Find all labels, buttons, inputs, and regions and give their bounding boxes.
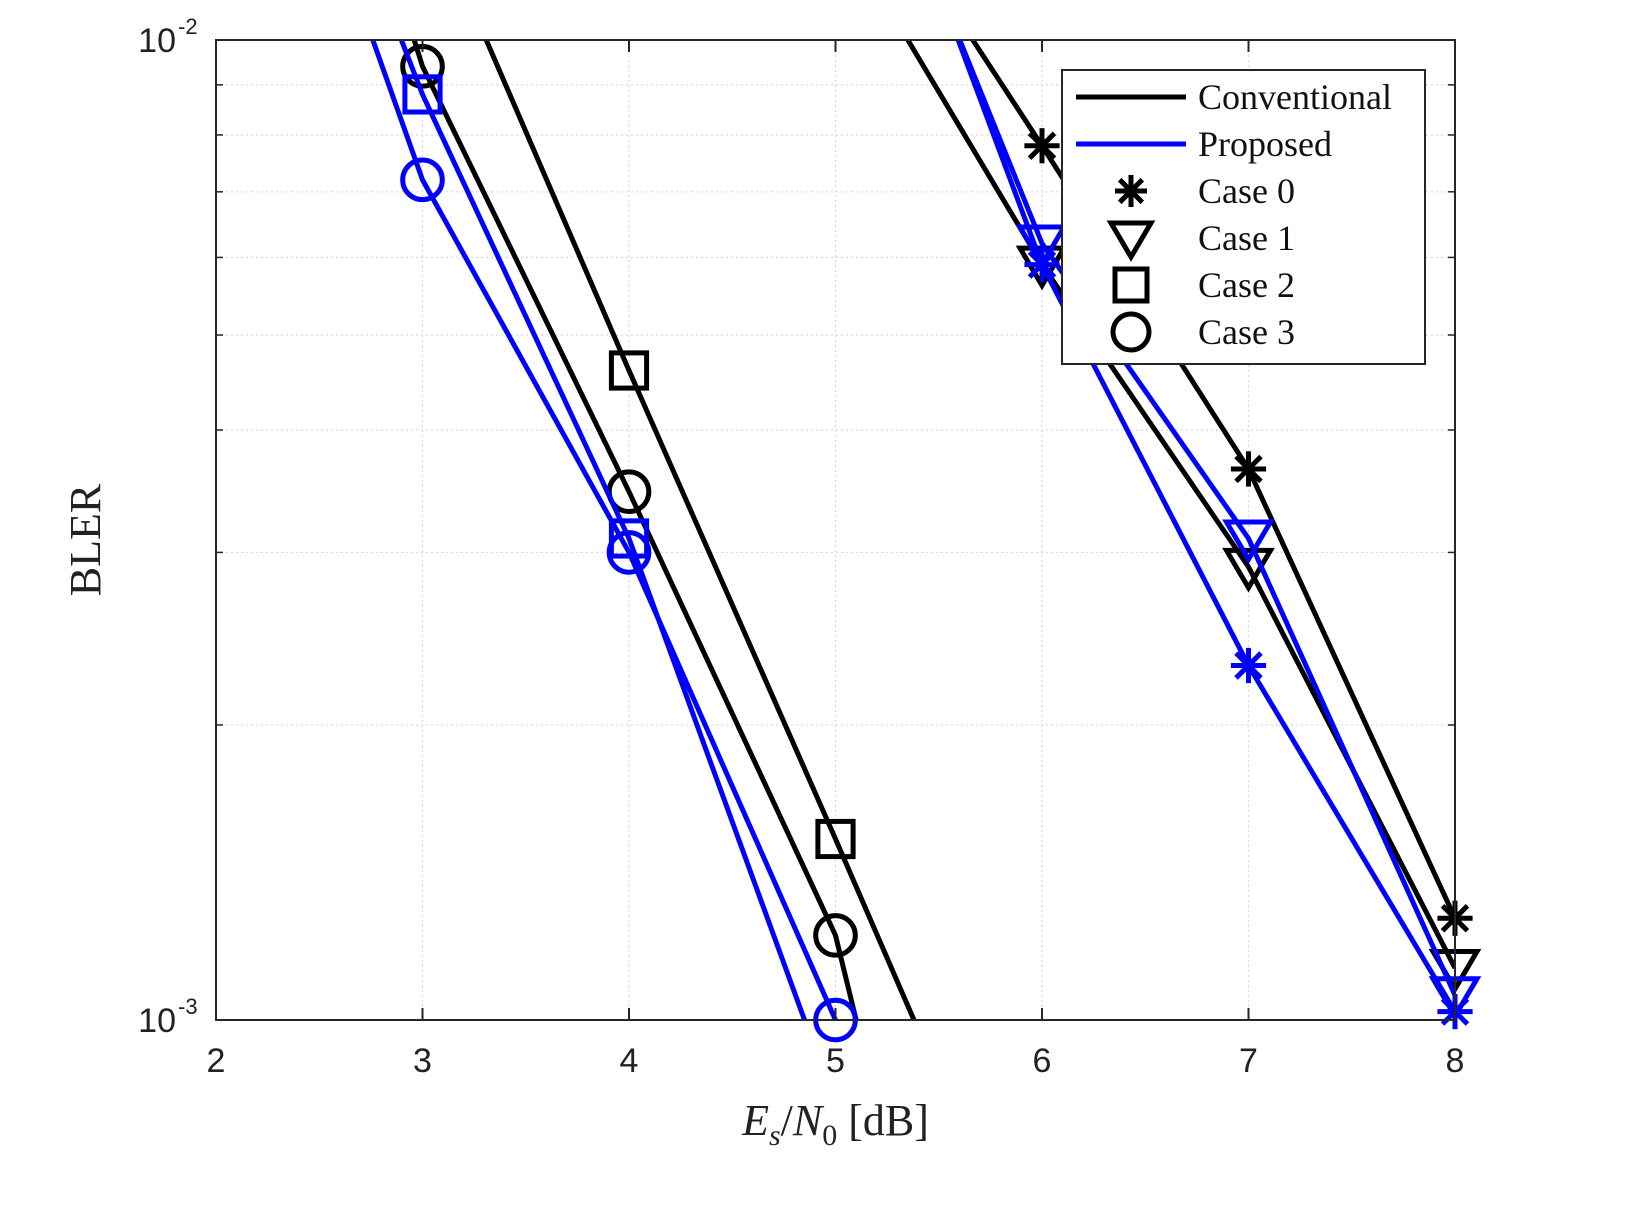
legend-item-case-0: Case 0 bbox=[1115, 171, 1295, 211]
series-marker bbox=[608, 350, 650, 391]
asterisk-stroke bbox=[1234, 651, 1263, 680]
x-title-unit: [dB] bbox=[837, 1096, 929, 1145]
series-marker bbox=[1230, 647, 1267, 684]
series-marker bbox=[402, 74, 443, 115]
legend-marker-swatch bbox=[1115, 175, 1147, 207]
series-marker bbox=[400, 157, 445, 203]
asterisk-stroke bbox=[1027, 131, 1057, 160]
series-conventional-case-2 bbox=[483, 40, 917, 1020]
series-marker bbox=[1024, 128, 1060, 164]
x-tick-label: 5 bbox=[826, 1042, 845, 1080]
legend-label: Case 3 bbox=[1198, 312, 1295, 352]
y-tick-label: 10 bbox=[138, 1002, 176, 1040]
legend-label: Conventional bbox=[1198, 77, 1392, 117]
asterisk-stroke bbox=[1234, 454, 1263, 484]
tick-layer: 2 3 4 5 6 7 810-210-3 bbox=[138, 14, 1464, 1080]
series-marker bbox=[1222, 519, 1275, 565]
series-marker bbox=[813, 913, 858, 958]
x-title-slash: / bbox=[781, 1096, 794, 1145]
series-line bbox=[957, 40, 1455, 997]
series-marker bbox=[606, 530, 652, 575]
x-tick-label: 8 bbox=[1446, 1042, 1465, 1080]
x-tick-label: 3 bbox=[413, 1042, 432, 1080]
legend: Conventional Proposed Case 0 Case 1 Case 2 Ca… bbox=[1061, 69, 1426, 365]
series-marker bbox=[1015, 224, 1069, 270]
x-title-e: E bbox=[741, 1096, 769, 1145]
x-title-n: N bbox=[792, 1096, 825, 1145]
legend-item-case-3: Case 3 bbox=[1110, 311, 1295, 353]
y-axis-title: BLER bbox=[61, 483, 110, 596]
x-title-s: s bbox=[769, 1119, 781, 1152]
series-line bbox=[370, 40, 838, 1020]
legend-marker-swatch bbox=[1112, 266, 1150, 304]
legend-label: Case 2 bbox=[1198, 265, 1295, 305]
series-marker bbox=[815, 818, 856, 860]
x-tick-label: 2 bbox=[207, 1042, 226, 1080]
legend-item-case-2: Case 2 bbox=[1112, 265, 1295, 305]
legend-item-conventional: Conventional bbox=[1076, 77, 1392, 117]
y-tick-exponent: -3 bbox=[178, 994, 198, 1019]
x-axis-title: Es/N0 [dB] bbox=[741, 1096, 929, 1152]
x-tick-label: 4 bbox=[620, 1042, 639, 1080]
series-line bbox=[955, 40, 1455, 1013]
series-line bbox=[483, 40, 917, 1020]
y-tick-label: 10 bbox=[138, 22, 176, 60]
legend-marker-swatch bbox=[1106, 220, 1156, 262]
series-marker bbox=[1222, 547, 1275, 593]
legend-item-case-1: Case 1 bbox=[1106, 218, 1295, 262]
series-marker bbox=[1230, 451, 1267, 487]
x-title-zero: 0 bbox=[822, 1119, 837, 1152]
legend-label: Case 1 bbox=[1198, 218, 1295, 258]
legend-marker-swatch bbox=[1110, 311, 1152, 353]
y-tick-exponent: -2 bbox=[178, 14, 198, 39]
x-tick-label: 7 bbox=[1239, 1042, 1258, 1080]
series-line bbox=[398, 40, 807, 1020]
x-tick-label: 6 bbox=[1033, 1042, 1052, 1080]
legend-label: Case 0 bbox=[1198, 171, 1295, 211]
asterisk-stroke bbox=[1117, 177, 1145, 205]
legend-item-proposed: Proposed bbox=[1076, 124, 1332, 164]
legend-label: Proposed bbox=[1198, 124, 1332, 164]
